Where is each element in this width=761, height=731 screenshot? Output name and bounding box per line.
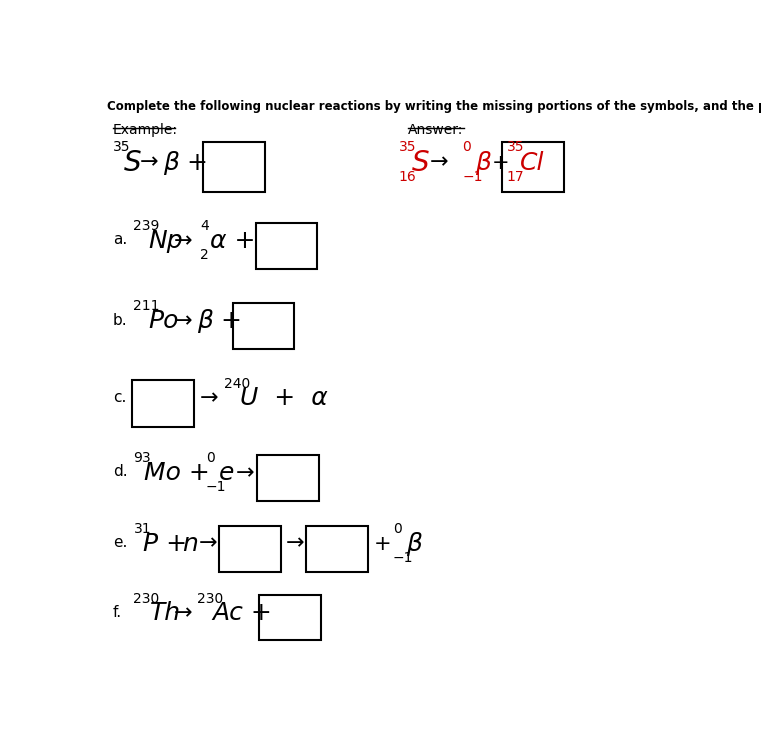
Text: Cl: Cl <box>520 151 544 175</box>
Text: →: → <box>139 153 158 173</box>
Bar <box>233 303 295 349</box>
Text: Complete the following nuclear reactions by writing the missing portions of the : Complete the following nuclear reactions… <box>107 100 761 113</box>
Text: β: β <box>406 531 422 556</box>
Text: →: → <box>174 311 193 331</box>
Bar <box>306 526 368 572</box>
Text: 2: 2 <box>200 248 209 262</box>
Text: S: S <box>123 148 141 177</box>
Text: →: → <box>200 388 218 409</box>
Text: −1: −1 <box>206 480 227 494</box>
Text: 0: 0 <box>463 140 471 154</box>
Text: 93: 93 <box>133 451 151 465</box>
Text: 31: 31 <box>133 522 151 536</box>
Text: +: + <box>374 534 391 553</box>
Bar <box>257 455 320 501</box>
Text: +: + <box>492 153 510 173</box>
Text: 240: 240 <box>224 376 250 390</box>
Text: →: → <box>285 534 304 553</box>
Text: −1: −1 <box>463 170 483 184</box>
Bar <box>502 142 564 192</box>
Text: 16: 16 <box>399 170 416 184</box>
Text: →: → <box>199 534 217 553</box>
Text: →: → <box>430 153 449 173</box>
Text: 17: 17 <box>507 170 524 184</box>
Text: →: → <box>235 463 254 482</box>
Bar <box>256 223 317 269</box>
Bar <box>203 142 265 192</box>
Text: →: → <box>174 604 193 624</box>
Text: Th: Th <box>150 602 181 626</box>
Text: Po: Po <box>148 309 179 333</box>
Text: d.: d. <box>113 464 127 479</box>
Text: a.: a. <box>113 232 127 247</box>
Text: Mo +: Mo + <box>144 461 210 485</box>
Text: 0: 0 <box>206 451 215 465</box>
Text: n: n <box>183 531 199 556</box>
Text: U  +  α: U + α <box>240 387 328 410</box>
Text: −1: −1 <box>393 551 413 565</box>
Text: Example:: Example: <box>113 123 178 137</box>
Bar <box>259 596 321 640</box>
Text: β +: β + <box>196 309 241 333</box>
Text: b.: b. <box>113 313 127 327</box>
Text: 230: 230 <box>196 591 223 605</box>
Text: β: β <box>476 151 492 175</box>
Text: 230: 230 <box>133 591 160 605</box>
Bar <box>219 526 281 572</box>
Text: 0: 0 <box>393 522 402 536</box>
Text: β +: β + <box>163 151 208 175</box>
Text: 35: 35 <box>507 140 524 154</box>
Text: 35: 35 <box>399 140 416 154</box>
Text: 211: 211 <box>133 300 160 314</box>
Text: e.: e. <box>113 535 127 550</box>
Text: 4: 4 <box>200 219 209 233</box>
Text: Np: Np <box>148 229 183 253</box>
Text: e: e <box>219 461 234 485</box>
Text: α +: α + <box>210 229 256 253</box>
Text: S: S <box>412 148 429 177</box>
Text: f.: f. <box>113 605 122 620</box>
Text: 35: 35 <box>113 140 130 154</box>
Text: c.: c. <box>113 390 126 405</box>
Bar <box>132 380 194 427</box>
Text: 239: 239 <box>133 219 160 233</box>
Text: Answer:: Answer: <box>408 123 463 137</box>
Text: Ac +: Ac + <box>212 602 272 626</box>
Text: P +: P + <box>144 531 188 556</box>
Text: →: → <box>174 231 193 251</box>
